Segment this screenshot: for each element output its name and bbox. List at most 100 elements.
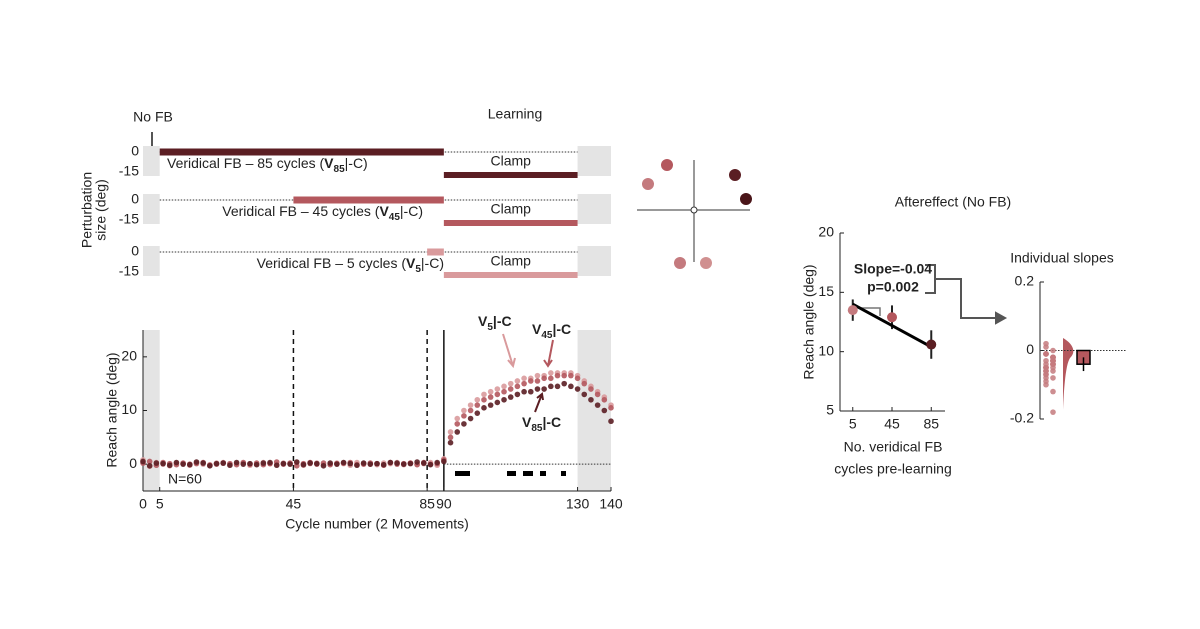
data-point	[534, 386, 541, 392]
data-point	[146, 458, 153, 465]
y-tick-label: 20	[818, 224, 834, 240]
y-tick-label: -0.2	[1010, 410, 1034, 426]
data-point	[454, 429, 461, 435]
data-point	[340, 459, 347, 466]
y-tick-label: 0	[1026, 341, 1034, 357]
data-point	[527, 378, 534, 384]
data-point	[494, 391, 501, 398]
x-tick-label: 45	[884, 416, 900, 432]
y-tick-label: 5	[826, 402, 834, 418]
data-point	[427, 461, 434, 468]
data-point	[594, 402, 601, 408]
x-tick-label: 90	[436, 496, 452, 512]
target	[642, 178, 654, 190]
data-point	[280, 460, 287, 467]
label: Veridical FB – 45 cycles (V45|-C)	[222, 203, 423, 223]
x-axis-label: Cycle number (2 Movements)	[285, 516, 469, 532]
data-point	[501, 388, 507, 395]
data-point	[581, 380, 588, 387]
arrow	[502, 333, 516, 369]
y-tick-label: 0.2	[1015, 273, 1035, 289]
data-point	[387, 459, 394, 466]
x-tick-label: 85	[419, 496, 435, 512]
no-fb-shade	[577, 246, 611, 276]
data-point	[1043, 351, 1049, 357]
data-point	[588, 386, 594, 392]
y-axis-label: Reach angle (deg)	[104, 352, 120, 467]
annotation: Slope=-0.04	[854, 261, 932, 277]
data-point	[568, 383, 574, 390]
data-point	[534, 378, 541, 384]
data-point	[394, 460, 400, 466]
clamp-bar	[443, 272, 578, 278]
data-point	[233, 459, 240, 466]
data-point	[514, 383, 521, 390]
data-point	[541, 375, 547, 382]
annotation: N=60	[168, 471, 202, 487]
data-point	[187, 461, 193, 468]
x-axis-label: cycles pre-learning	[834, 461, 952, 477]
data-point	[260, 460, 267, 466]
label-part: |-C	[493, 313, 512, 329]
data-point	[1050, 347, 1056, 354]
data-point	[474, 396, 481, 403]
data-point	[447, 429, 454, 435]
y-tick-label: 0	[131, 243, 139, 259]
y-tick-label: 10	[818, 342, 834, 358]
data-point	[554, 383, 561, 390]
data-point	[521, 388, 527, 395]
data-point	[173, 459, 180, 466]
data-point	[487, 388, 494, 395]
data-point	[140, 458, 146, 465]
y-tick-label: 10	[121, 401, 137, 417]
data-point	[434, 459, 440, 466]
sig-bar	[523, 471, 533, 476]
data-point	[847, 305, 858, 316]
no-fb-shade	[143, 330, 160, 491]
data-point	[153, 460, 160, 466]
data-point	[400, 461, 407, 467]
data-point	[481, 405, 487, 411]
origin	[690, 206, 698, 214]
data-point	[521, 380, 527, 387]
data-point	[461, 413, 467, 419]
data-point	[421, 460, 427, 466]
data-point	[467, 415, 474, 422]
data-point	[1050, 368, 1056, 374]
data-point	[481, 396, 487, 403]
data-point	[287, 461, 293, 467]
data-point	[608, 418, 614, 425]
data-point	[487, 394, 494, 400]
data-point	[267, 459, 273, 466]
y-tick-label: 0	[129, 455, 137, 471]
veridical-bar	[159, 148, 444, 156]
data-point	[454, 415, 461, 422]
label-part: |-C)	[345, 155, 368, 171]
title: Individual slopes	[1010, 250, 1114, 266]
data-point	[561, 372, 567, 379]
data-point	[507, 394, 514, 400]
veridical-bar	[427, 248, 444, 256]
data-point	[588, 396, 594, 403]
violin	[1063, 338, 1074, 410]
data-point	[414, 459, 420, 465]
data-point	[467, 402, 474, 408]
data-point	[527, 388, 534, 395]
data-point	[300, 461, 307, 468]
data-point	[407, 460, 414, 467]
label-part: 45	[541, 330, 553, 341]
annotation: No FB	[133, 109, 173, 125]
clamp-label: Clamp	[490, 201, 531, 217]
data-point	[207, 462, 213, 469]
data-point	[507, 380, 514, 387]
data-point	[601, 396, 608, 403]
sig-bar	[455, 471, 470, 476]
data-point	[1043, 357, 1049, 364]
target	[729, 169, 741, 181]
y-axis-label: Reach angle (deg)	[801, 264, 817, 379]
x-tick-label: 5	[849, 416, 857, 432]
sig-bar	[540, 471, 546, 476]
title: Learning	[488, 106, 543, 122]
annotation: p=0.002	[867, 279, 919, 295]
